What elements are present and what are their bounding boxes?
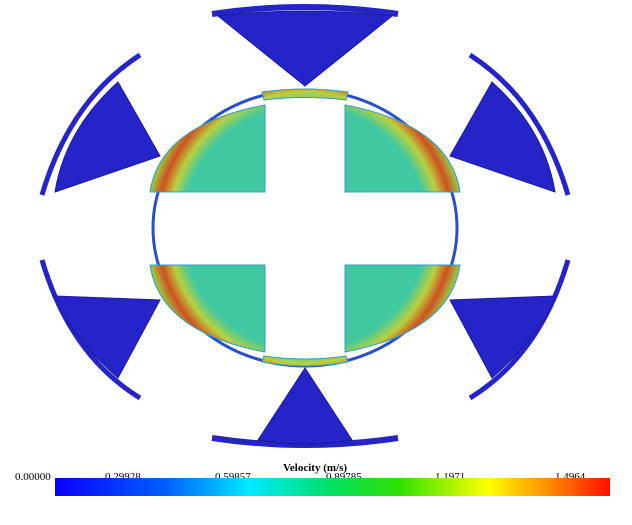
- colorbar-tick-label: 0.00000: [15, 471, 51, 483]
- colorbar-scale: [55, 478, 610, 496]
- figure: Velocity (m/s) 0.000000.299280.598570.89…: [0, 0, 632, 525]
- geometry: [42, 7, 568, 445]
